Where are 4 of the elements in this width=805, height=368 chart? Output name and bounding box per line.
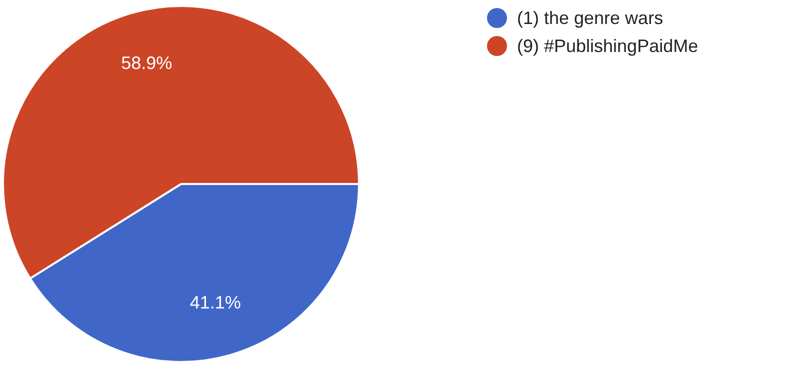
data-label: 58.9%	[121, 53, 172, 74]
legend-label: (9) #PublishingPaidMe	[517, 36, 698, 56]
data-label: 41.1%	[190, 292, 241, 313]
legend-label: (1) the genre wars	[517, 8, 664, 28]
